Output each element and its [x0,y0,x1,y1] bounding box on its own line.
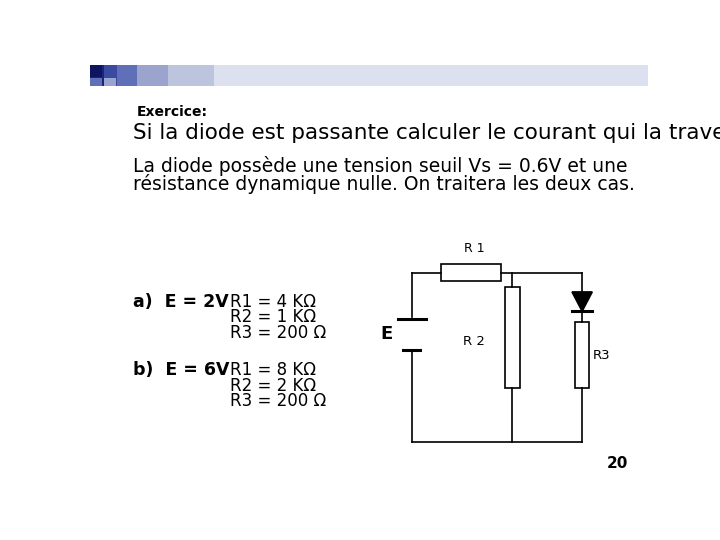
Bar [90,65,117,86]
Text: R2 = 1 KΩ: R2 = 1 KΩ [230,308,315,326]
Text: E: E [381,325,393,343]
Text: R3 = 200 Ω: R3 = 200 Ω [230,323,325,341]
Bar [575,322,589,388]
Bar [90,65,214,86]
Bar [441,264,500,281]
Text: Si la diode est passante calculer le courant qui la traverse.: Si la diode est passante calculer le cou… [132,123,720,143]
Bar [90,78,102,86]
Text: R2 = 2 KΩ: R2 = 2 KΩ [230,377,315,395]
Text: La diode possède une tension seuil Vs = 0.6V et une: La diode possède une tension seuil Vs = … [132,156,627,176]
Text: R 1: R 1 [464,242,485,255]
Bar [90,65,104,86]
Bar [90,65,648,86]
Polygon shape [572,292,593,311]
Text: résistance dynamique nulle. On traitera les deux cas.: résistance dynamique nulle. On traitera … [132,174,634,194]
Text: 20: 20 [607,456,629,471]
Text: R1 = 4 KΩ: R1 = 4 KΩ [230,293,315,310]
Bar [505,287,520,388]
Text: R1 = 8 KΩ: R1 = 8 KΩ [230,361,315,379]
Text: R3: R3 [593,349,611,362]
Text: Exercice:: Exercice: [137,105,207,119]
Bar [104,78,117,86]
Text: R3 = 200 Ω: R3 = 200 Ω [230,392,325,410]
Bar [90,65,102,77]
Bar [90,65,137,86]
Text: R 2: R 2 [463,335,485,348]
Bar [104,65,117,77]
Text: a)  E = 2V: a) E = 2V [132,293,228,310]
Bar [90,65,168,86]
Text: b)  E = 6V: b) E = 6V [132,361,229,379]
